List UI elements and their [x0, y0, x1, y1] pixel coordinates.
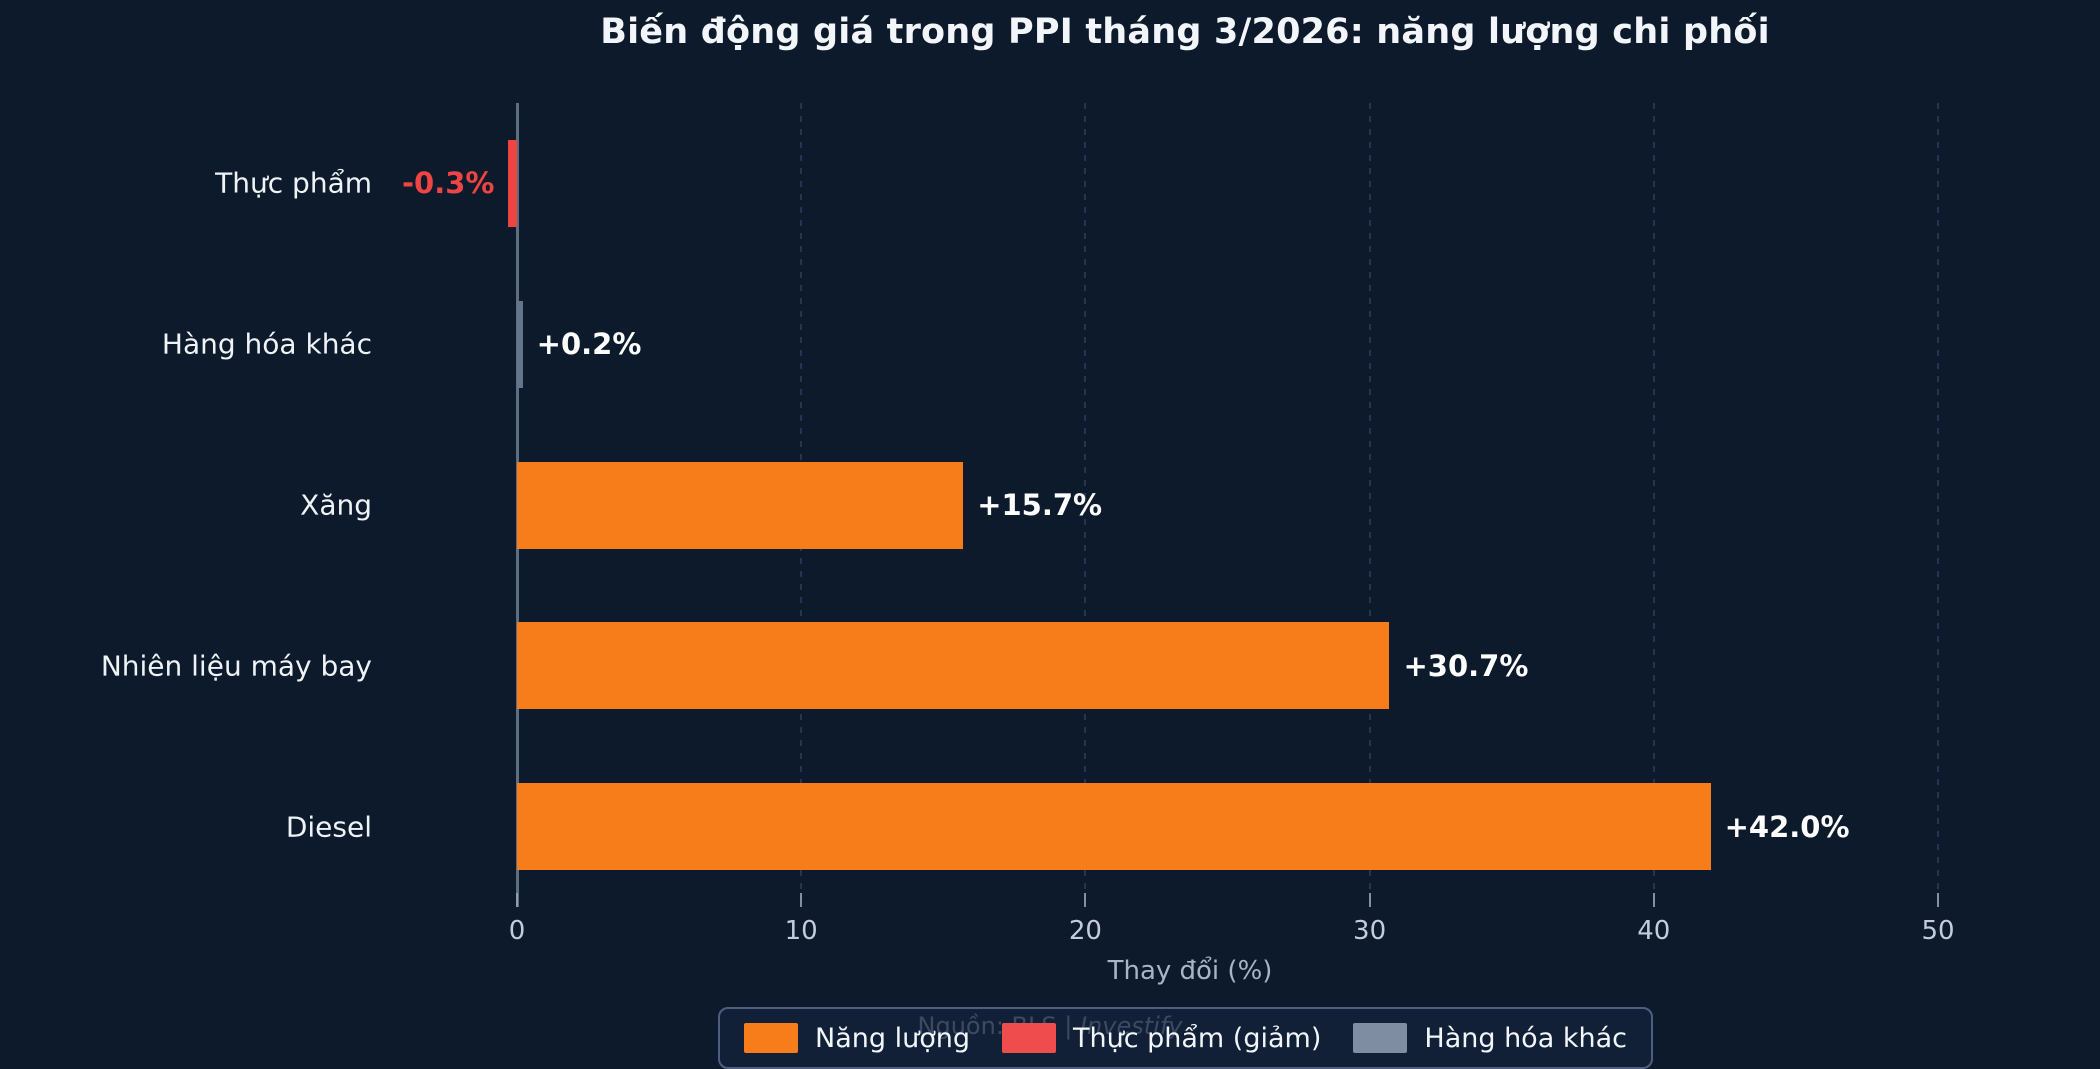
x-tick-mark-40 [1652, 893, 1655, 907]
category-label: Hàng hóa khác [161, 327, 372, 361]
bar [517, 783, 1711, 871]
x-axis-title: Thay đổi (%) [1107, 956, 1273, 986]
legend-item-1: Thực phẩm (giảm) [1001, 1022, 1322, 1054]
x-tick-mark-50 [1937, 893, 1939, 907]
legend: Năng lượng Thực phẩm (giảm) Hàng hóa khác [718, 1007, 1653, 1069]
gridline-40 [1652, 103, 1655, 907]
value-label: -0.3% [402, 166, 495, 201]
value-label: +42.0% [1724, 809, 1850, 844]
bar [508, 139, 517, 227]
x-tick-label-10: 10 [784, 916, 818, 946]
legend-label: Hàng hóa khác [1424, 1022, 1627, 1054]
chart-title: Biến động giá trong PPI tháng 3/2026: nă… [600, 12, 1770, 52]
value-label: +0.2% [536, 327, 642, 362]
gridline-30 [1368, 103, 1371, 907]
bar [517, 300, 523, 388]
legend-swatch [1353, 1023, 1408, 1053]
value-label: +15.7% [977, 488, 1103, 522]
bar [517, 461, 964, 549]
x-tick-mark-30 [1368, 893, 1371, 907]
x-tick-mark-20 [1084, 893, 1087, 907]
category-label: Nhiên liệu máy bay [100, 649, 372, 683]
legend-swatch [1001, 1023, 1056, 1053]
x-tick-label-0: 0 [508, 916, 526, 946]
x-tick-mark-0 [516, 893, 518, 907]
gridline-50 [1937, 103, 1939, 907]
x-tick-label-30: 30 [1353, 916, 1387, 946]
x-tick-label-50: 50 [1921, 916, 1955, 946]
gridline-20 [1084, 103, 1087, 907]
category-label: Thực phẩm [215, 166, 372, 200]
legend-label: Thực phẩm (giảm) [1072, 1022, 1322, 1054]
bar [517, 622, 1390, 710]
category-label: Diesel [285, 810, 372, 844]
x-tick-mark-10 [800, 893, 803, 907]
legend-swatch [744, 1023, 798, 1053]
legend-label: Năng lượng [815, 1022, 970, 1054]
legend-item-0: Năng lượng [744, 1023, 970, 1054]
value-label: +30.7% [1403, 648, 1529, 683]
x-tick-label-20: 20 [1068, 916, 1102, 946]
category-label: Xăng [300, 488, 372, 522]
legend-item-2: Hàng hóa khác [1353, 1023, 1627, 1054]
x-tick-label-40: 40 [1637, 916, 1671, 946]
